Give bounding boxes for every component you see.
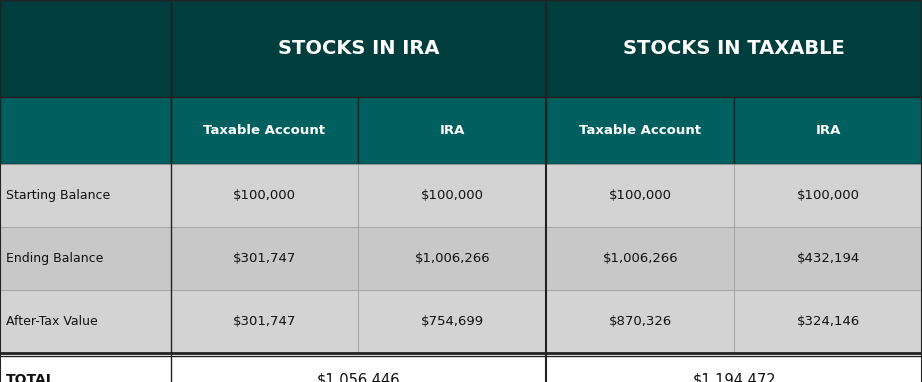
Bar bbox=[546, 353, 922, 382]
Text: $1,006,266: $1,006,266 bbox=[602, 252, 678, 265]
Bar bbox=[0, 290, 171, 353]
Text: After-Tax Value: After-Tax Value bbox=[6, 315, 98, 329]
Text: $301,747: $301,747 bbox=[233, 252, 296, 265]
Text: Ending Balance: Ending Balance bbox=[6, 252, 103, 265]
Bar bbox=[546, 164, 734, 227]
Text: $432,194: $432,194 bbox=[797, 252, 859, 265]
Bar bbox=[0, 353, 171, 382]
Text: STOCKS IN TAXABLE: STOCKS IN TAXABLE bbox=[623, 39, 845, 58]
Text: $301,747: $301,747 bbox=[233, 315, 296, 329]
Text: $754,699: $754,699 bbox=[420, 315, 484, 329]
Bar bbox=[734, 227, 922, 290]
Bar bbox=[0, 164, 171, 227]
Text: Taxable Account: Taxable Account bbox=[204, 124, 325, 138]
Bar bbox=[171, 290, 359, 353]
Text: $100,000: $100,000 bbox=[797, 189, 859, 202]
Text: $1,194,472: $1,194,472 bbox=[692, 372, 776, 382]
Bar bbox=[546, 290, 734, 353]
Text: IRA: IRA bbox=[440, 124, 465, 138]
Text: TOTAL: TOTAL bbox=[6, 373, 55, 382]
Bar bbox=[546, 227, 734, 290]
Bar bbox=[171, 353, 546, 382]
Bar bbox=[171, 227, 359, 290]
Bar bbox=[734, 97, 922, 164]
Text: $100,000: $100,000 bbox=[420, 189, 484, 202]
Bar bbox=[359, 227, 546, 290]
Text: $1,006,266: $1,006,266 bbox=[415, 252, 491, 265]
Bar bbox=[0, 0, 171, 97]
Text: $324,146: $324,146 bbox=[797, 315, 859, 329]
Bar bbox=[546, 97, 734, 164]
Text: Taxable Account: Taxable Account bbox=[579, 124, 702, 138]
Bar bbox=[0, 97, 171, 164]
Text: STOCKS IN IRA: STOCKS IN IRA bbox=[278, 39, 439, 58]
Text: Starting Balance: Starting Balance bbox=[6, 189, 110, 202]
Bar bbox=[734, 164, 922, 227]
Text: $870,326: $870,326 bbox=[609, 315, 672, 329]
Text: $1,056,446: $1,056,446 bbox=[316, 372, 400, 382]
Bar bbox=[359, 97, 546, 164]
Text: IRA: IRA bbox=[815, 124, 841, 138]
Text: $100,000: $100,000 bbox=[233, 189, 296, 202]
Bar bbox=[359, 164, 546, 227]
Bar bbox=[359, 290, 546, 353]
Bar bbox=[0, 227, 171, 290]
Bar bbox=[171, 97, 359, 164]
Text: $100,000: $100,000 bbox=[609, 189, 672, 202]
Bar bbox=[546, 0, 922, 97]
Bar bbox=[171, 0, 546, 97]
Bar bbox=[171, 164, 359, 227]
Bar bbox=[734, 290, 922, 353]
